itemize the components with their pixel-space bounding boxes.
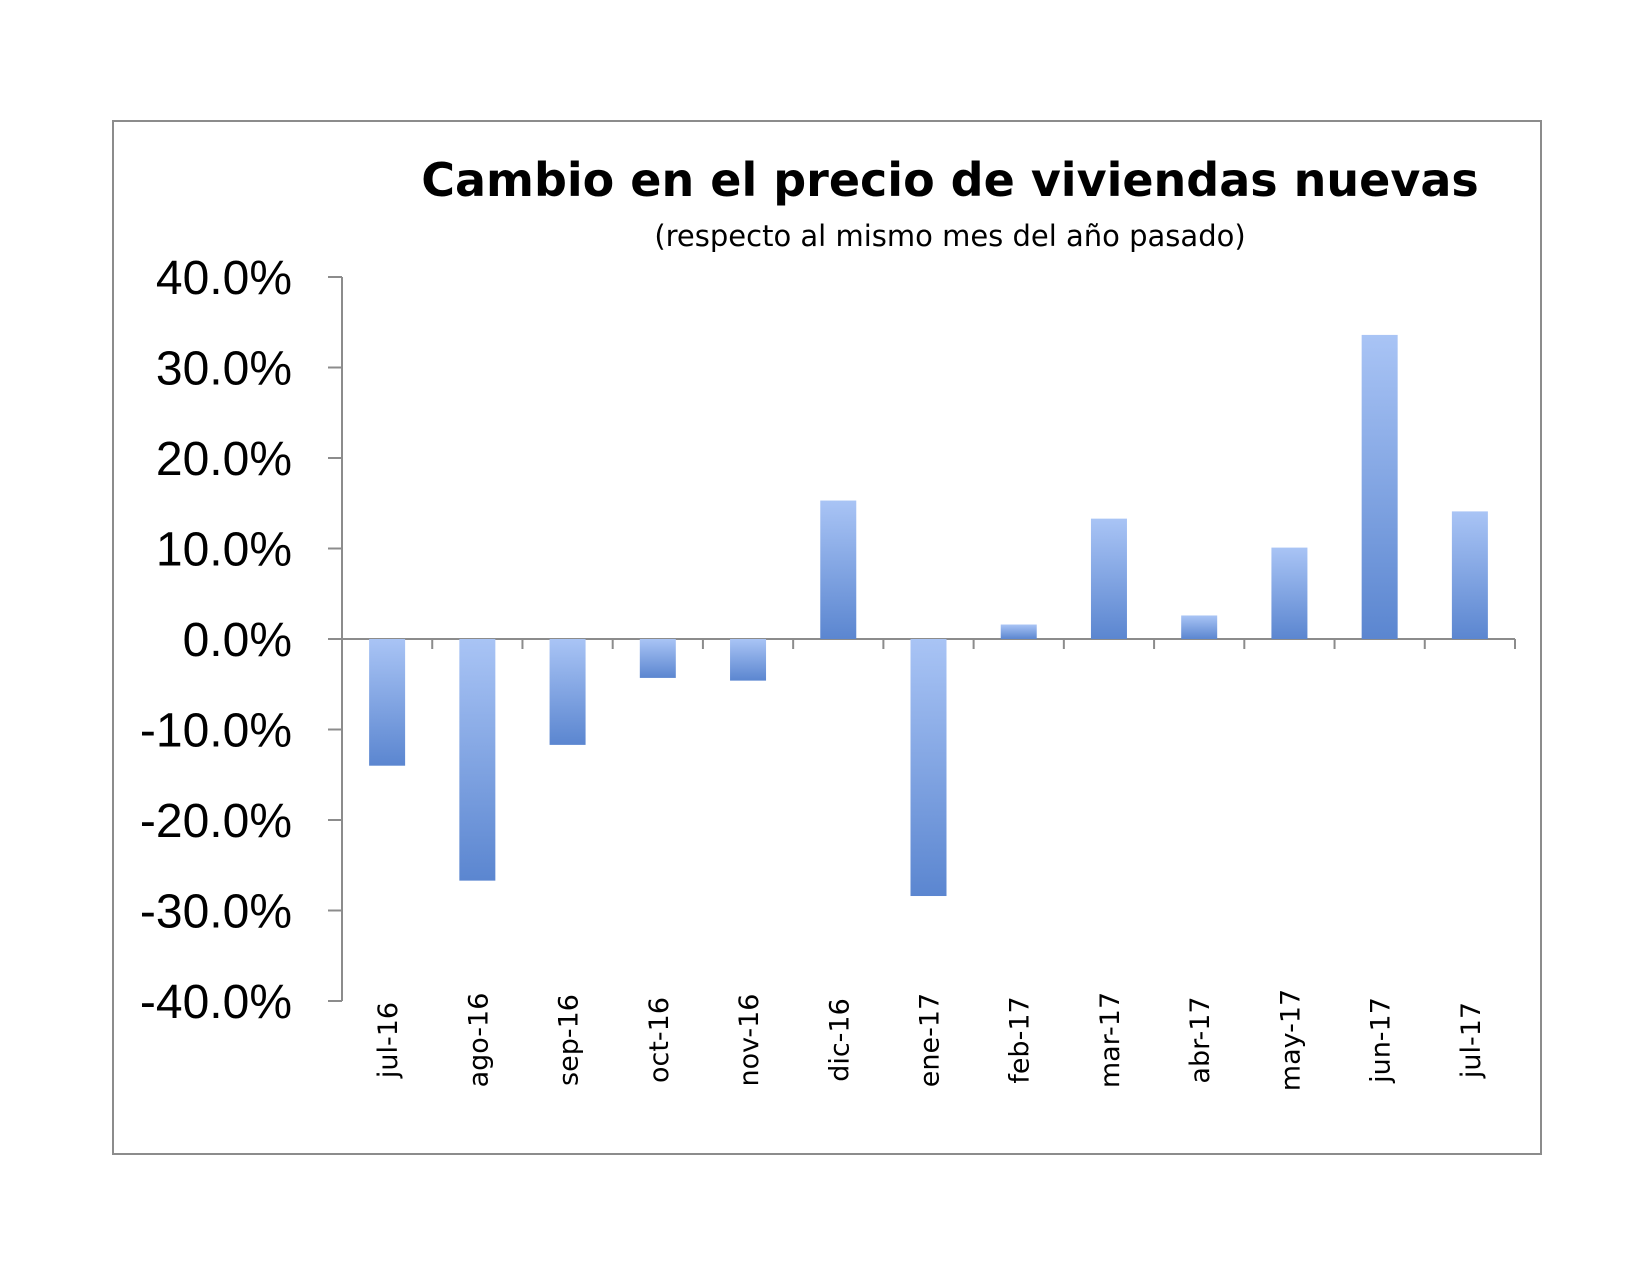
bar-ago-16 xyxy=(459,639,496,881)
bar-mar-17 xyxy=(1090,518,1127,639)
x-tick-label: may-17 xyxy=(1275,989,1306,1091)
x-tick-label: jul-16 xyxy=(373,1002,404,1079)
bar-feb-17 xyxy=(1000,624,1037,639)
chart-subtitle: (respecto al mismo mes del año pasado) xyxy=(654,219,1245,253)
y-tick-label: -40.0% xyxy=(140,976,292,1029)
x-tick-label: oct-16 xyxy=(644,997,675,1083)
y-tick-label: 40.0% xyxy=(156,252,292,305)
bar-may-17 xyxy=(1271,547,1308,639)
x-tick-label: nov-16 xyxy=(734,994,765,1087)
bar-nov-16 xyxy=(730,639,767,681)
bar-jul-16 xyxy=(369,639,406,766)
x-tick-label: sep-16 xyxy=(554,994,585,1086)
bar-jul-17 xyxy=(1451,511,1488,639)
chart-frame xyxy=(112,120,1542,1155)
bar-oct-16 xyxy=(639,639,676,678)
bar-abr-17 xyxy=(1181,615,1218,639)
x-tick-label: abr-17 xyxy=(1185,996,1216,1083)
x-tick-label: ago-16 xyxy=(463,993,494,1088)
x-tick-label: mar-17 xyxy=(1095,992,1126,1088)
y-tick-label: -20.0% xyxy=(140,795,292,848)
x-tick-labels: jul-16 ago-16 sep-16 oct-16 nov-16 dic-16 ene-… xyxy=(373,989,1487,1091)
y-tick-labels: 40.0% 30.0% 20.0% 10.0% 0.0% -10.0% -20.0% -30.… xyxy=(140,252,292,1029)
y-tick-label: 30.0% xyxy=(156,343,292,396)
x-tick-label: dic-16 xyxy=(824,998,855,1082)
x-tick-label: jun-17 xyxy=(1366,997,1397,1084)
bar-jun-17 xyxy=(1361,334,1398,639)
y-tick-label: -10.0% xyxy=(140,705,292,758)
x-tick-label: ene-17 xyxy=(915,993,946,1087)
x-tick-label: feb-17 xyxy=(1005,996,1036,1083)
y-tick-label: -30.0% xyxy=(140,886,292,939)
bar-ene-17 xyxy=(910,639,947,897)
y-tick-label: 10.0% xyxy=(156,524,292,577)
bar-sep-16 xyxy=(549,639,586,745)
y-axis xyxy=(328,276,343,1002)
y-tick-label: 0.0% xyxy=(183,614,292,667)
chart-title: Cambio en el precio de viviendas nuevas xyxy=(421,153,1479,207)
bar-dic-16 xyxy=(820,500,857,639)
bars xyxy=(369,334,1488,897)
x-tick-label: jul-17 xyxy=(1456,1002,1487,1079)
y-tick-label: 20.0% xyxy=(156,433,292,486)
